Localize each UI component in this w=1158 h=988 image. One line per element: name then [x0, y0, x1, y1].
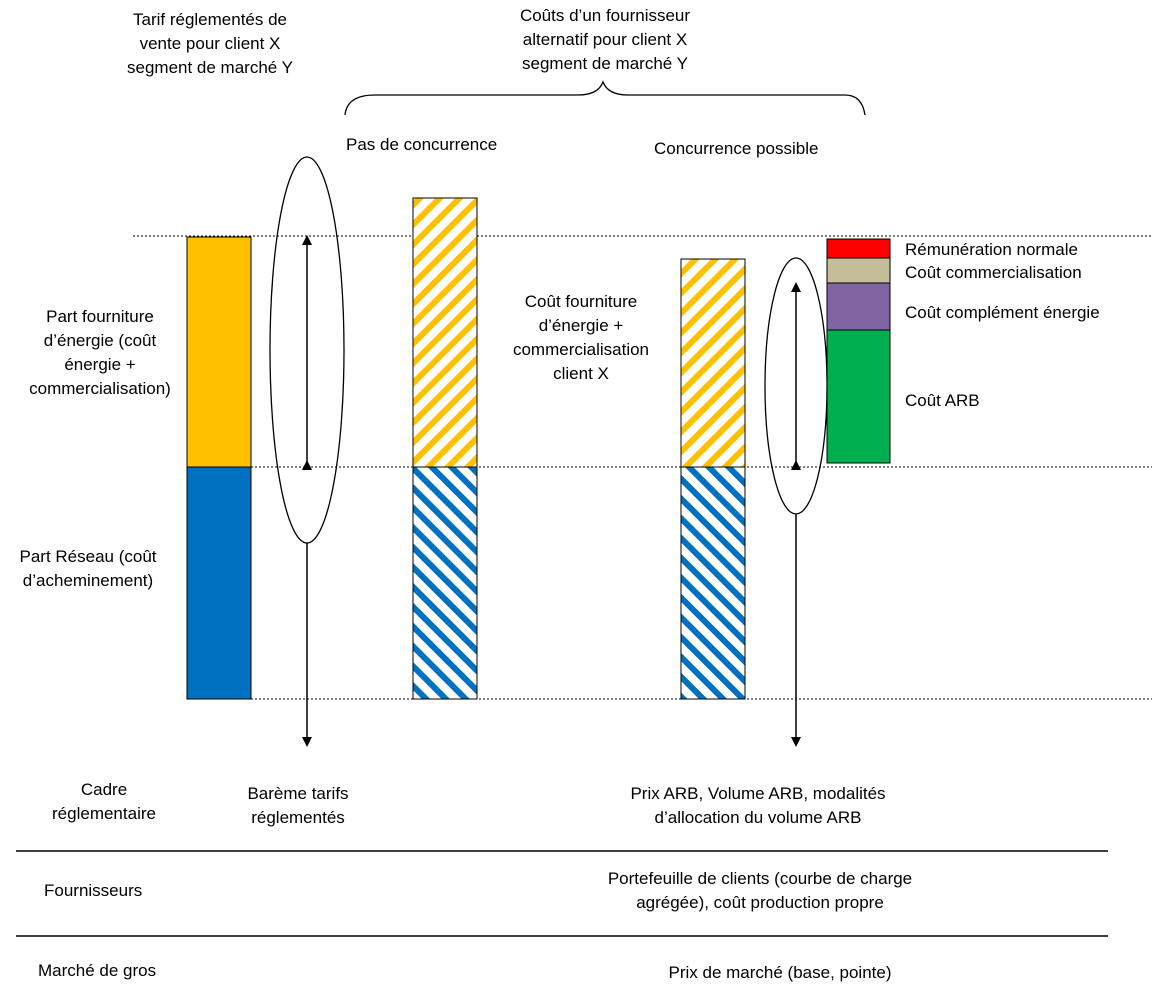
row-wholesale-info: Prix de marché (base, pointe)	[668, 963, 892, 982]
tariff-energy-bar	[186, 236, 252, 468]
row-regulatory-label: Cadre réglementaire	[52, 780, 156, 823]
commercial-cost-label: Coût commercialisation	[905, 263, 1082, 282]
arb-cost-label: Coût ARB	[905, 391, 980, 410]
energy-part-label: Part fourniture d’énergie (coût énergie …	[29, 307, 171, 398]
stack-energy-complement	[826, 282, 891, 331]
energy-complement-label: Coût complément énergie	[905, 303, 1100, 322]
stack-arb-cost	[826, 329, 891, 464]
normal-pay-label: Rémunération normale	[905, 240, 1078, 259]
competition-possible-label: Concurrence possible	[654, 139, 819, 158]
no-competition-network-bar	[412, 466, 478, 700]
no-competition-energy-bar	[412, 197, 478, 468]
stack-normal-pay	[826, 238, 891, 259]
row-suppliers-info: Portefeuille de clients (courbe de charg…	[607, 869, 913, 912]
row-regulatory-tariffs: Barème tarifs réglementés	[247, 784, 349, 827]
network-part-label: Part Réseau (coût d’acheminement)	[19, 547, 157, 590]
row-regulatory-arb: Prix ARB, Volume ARB, modalités d’alloca…	[630, 784, 886, 827]
stack-commercial-cost	[826, 257, 891, 284]
row-suppliers-label: Fournisseurs	[44, 881, 143, 900]
tariff-title: Tarif réglementés de vente pour client X…	[127, 10, 293, 77]
supply-cost-label: Coût fourniture d’énergie + commercialis…	[512, 292, 650, 383]
no-competition-label: Pas de concurrence	[346, 135, 498, 154]
tariff-network-bar	[186, 466, 252, 700]
competition-network-bar	[680, 466, 746, 700]
alt-supplier-title: Coûts d’un fournisseur alternatif pour c…	[519, 6, 691, 73]
competition-energy-bar	[680, 258, 746, 468]
row-wholesale-label: Marché de gros	[38, 961, 157, 980]
alt-supplier-brace	[344, 80, 866, 116]
